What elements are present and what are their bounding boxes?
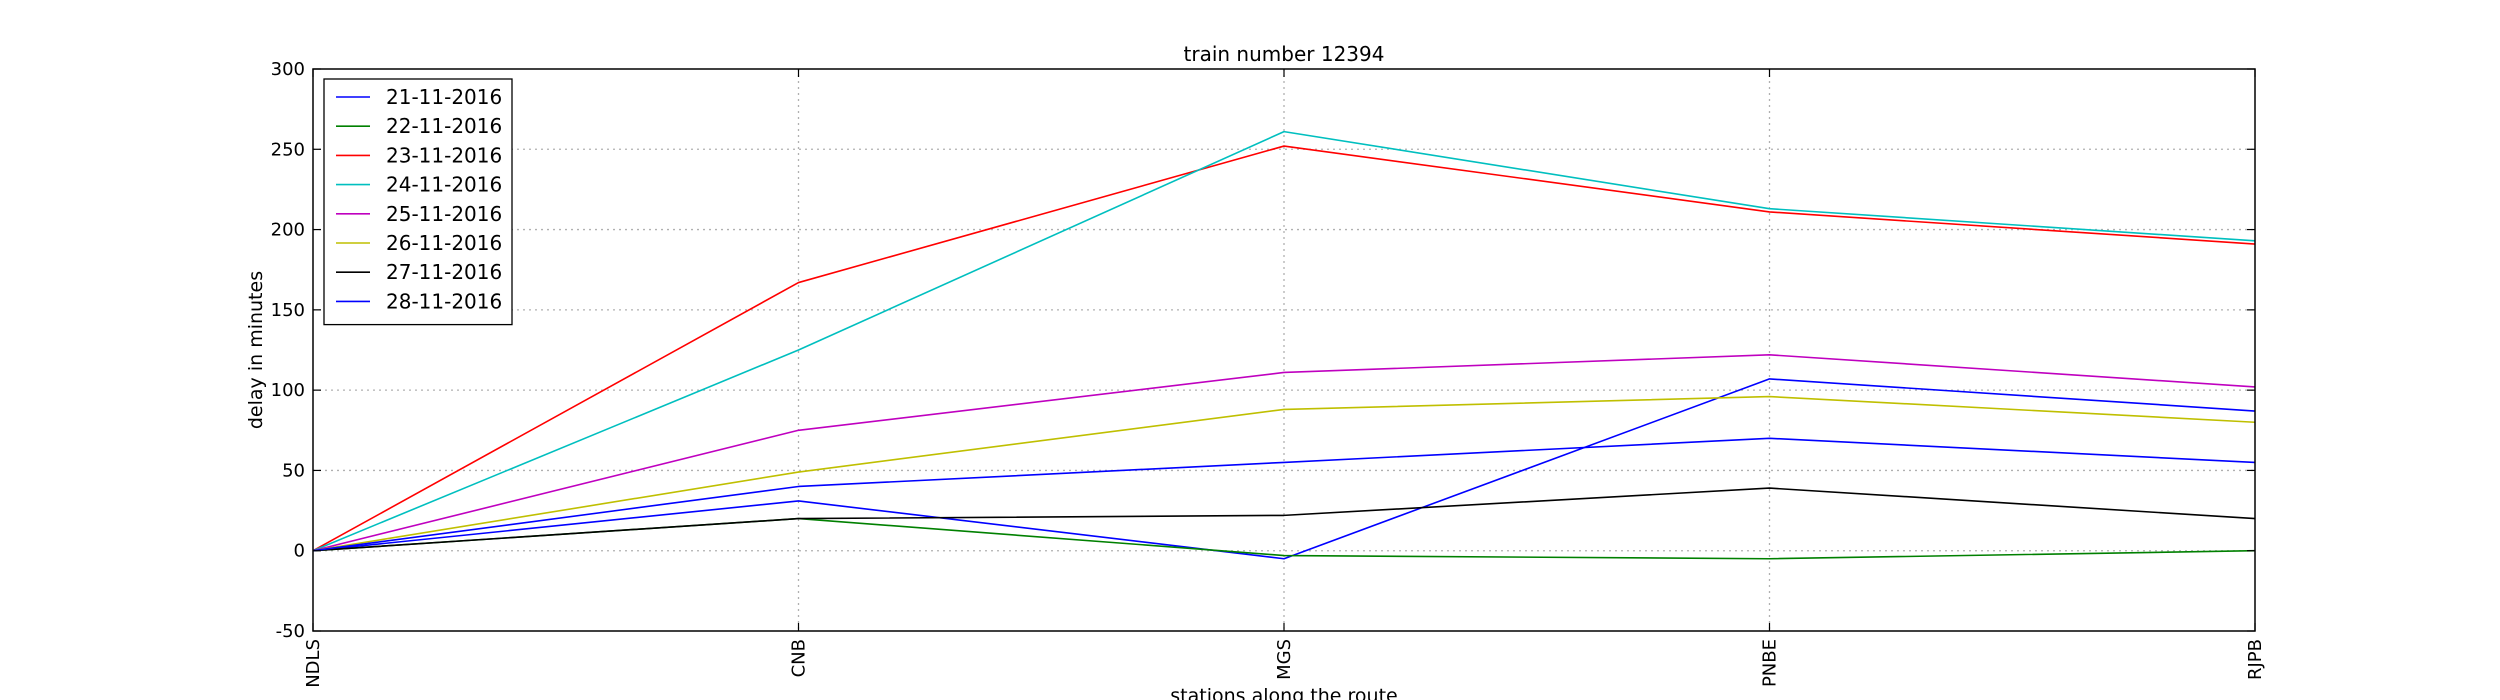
axis-ticks: -50 0 50 100 150 200 250 300 NDLS CNB MGS PNBE RJPB <box>271 59 2266 688</box>
y-tick-label: 250 <box>271 139 305 160</box>
legend-label: 28-11-2016 <box>386 289 502 313</box>
y-tick-label: -50 <box>276 621 305 642</box>
legend-label: 25-11-2016 <box>386 202 502 226</box>
y-tick-label: 150 <box>271 300 305 321</box>
y-axis-title: delay in minutes <box>245 271 267 429</box>
series-line <box>312 378 2256 560</box>
legend-box <box>323 78 513 326</box>
legend: 21-11-2016 22-11-2016 23-11-2016 24-11-2016… <box>323 78 513 326</box>
y-tick-label: 100 <box>271 380 305 401</box>
x-axis-title: stations along the route <box>1170 685 1397 700</box>
series-line <box>312 354 2256 552</box>
series-line <box>312 145 2256 552</box>
series-line <box>312 437 2256 552</box>
x-tick-label: CNB <box>789 639 810 677</box>
chart-title: train number 12394 <box>1184 42 1385 66</box>
legend-label: 22-11-2016 <box>386 114 502 138</box>
y-tick-label: 200 <box>271 220 305 241</box>
series-lines <box>312 130 2256 560</box>
legend-label: 23-11-2016 <box>386 143 502 167</box>
legend-label: 24-11-2016 <box>386 173 502 197</box>
grid-lines <box>313 69 2255 631</box>
legend-label: 27-11-2016 <box>386 260 502 284</box>
legend-label: 26-11-2016 <box>386 231 502 255</box>
series-line <box>312 395 2256 552</box>
series-line <box>312 130 2256 552</box>
x-tick-label: NDLS <box>303 639 324 688</box>
series-line <box>312 487 2256 552</box>
y-tick-label: 0 <box>294 541 305 562</box>
x-tick-label: MGS <box>1274 639 1295 680</box>
legend-label: 21-11-2016 <box>386 85 502 109</box>
y-tick-label: 300 <box>271 59 305 80</box>
y-tick-label: 50 <box>282 460 305 481</box>
x-tick-label: PNBE <box>1760 639 1781 687</box>
x-tick-label: RJPB <box>2245 639 2266 680</box>
